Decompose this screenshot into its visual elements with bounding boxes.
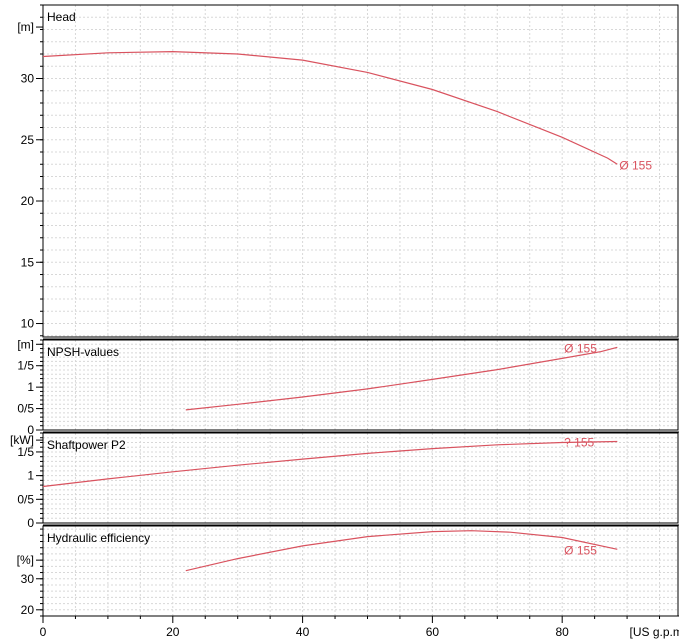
head-panel-frame xyxy=(42,4,679,338)
npsh-curve-label: Ø 155 xyxy=(564,341,597,355)
eff-unit-label: [%] xyxy=(17,553,34,567)
power-y-tick-label: 0/5 xyxy=(17,492,34,506)
head-curve xyxy=(42,50,618,165)
curve-layer xyxy=(42,50,618,572)
eff-panel-title: Hydraulic efficiency xyxy=(47,531,150,545)
power-curve xyxy=(42,440,618,488)
power-panel-frame xyxy=(42,432,679,524)
power-unit-label: [kW] xyxy=(10,433,34,447)
power-y-tick-label: 1/5 xyxy=(17,445,34,459)
x-tick-label: 60 xyxy=(426,625,440,639)
power-y-tick-label: 0 xyxy=(27,516,34,530)
eff-curve xyxy=(185,530,618,572)
head-curve-label: Ø 155 xyxy=(619,158,652,172)
eff-y-tick-label: 30 xyxy=(21,572,35,586)
npsh-y-tick-label: 0/5 xyxy=(17,402,34,416)
head-y-tick-label: 25 xyxy=(21,133,35,147)
npsh-unit-label: [m] xyxy=(17,337,34,351)
head-y-tick-label: 15 xyxy=(21,255,35,269)
npsh-y-tick-label: 1 xyxy=(27,380,34,394)
x-tick-label: 0 xyxy=(40,625,47,639)
head-y-tick-label: 30 xyxy=(21,72,35,86)
x-tick-label: 20 xyxy=(166,625,180,639)
head-panel-title: Head xyxy=(47,10,76,24)
eff-y-tick-label: 20 xyxy=(21,603,35,617)
eff-curve-label: Ø 155 xyxy=(564,543,597,557)
panel-layer xyxy=(36,4,679,617)
power-curve-label: ? 155 xyxy=(564,436,594,450)
x-tick-label: 80 xyxy=(556,625,570,639)
npsh-panel-title: NPSH-values xyxy=(47,345,119,359)
head-y-tick-label: 10 xyxy=(21,317,35,331)
grid-layer xyxy=(42,4,679,617)
x-unit-label: [US g.p.m.] xyxy=(630,625,679,639)
npsh-curve xyxy=(185,346,618,411)
npsh-panel-frame xyxy=(42,339,679,431)
npsh-y-tick-label: 0 xyxy=(27,423,34,437)
head-y-tick-label: 20 xyxy=(21,194,35,208)
x-tick-label: 40 xyxy=(296,625,310,639)
npsh-y-tick-label: 1/5 xyxy=(17,359,34,373)
x-axis: 0 20 40 60 80 [US g.p.m.] xyxy=(40,615,679,639)
power-y-tick-label: 1 xyxy=(27,469,34,483)
head-unit-label: [m] xyxy=(17,20,34,34)
power-panel-title: Shaftpower P2 xyxy=(47,438,126,452)
